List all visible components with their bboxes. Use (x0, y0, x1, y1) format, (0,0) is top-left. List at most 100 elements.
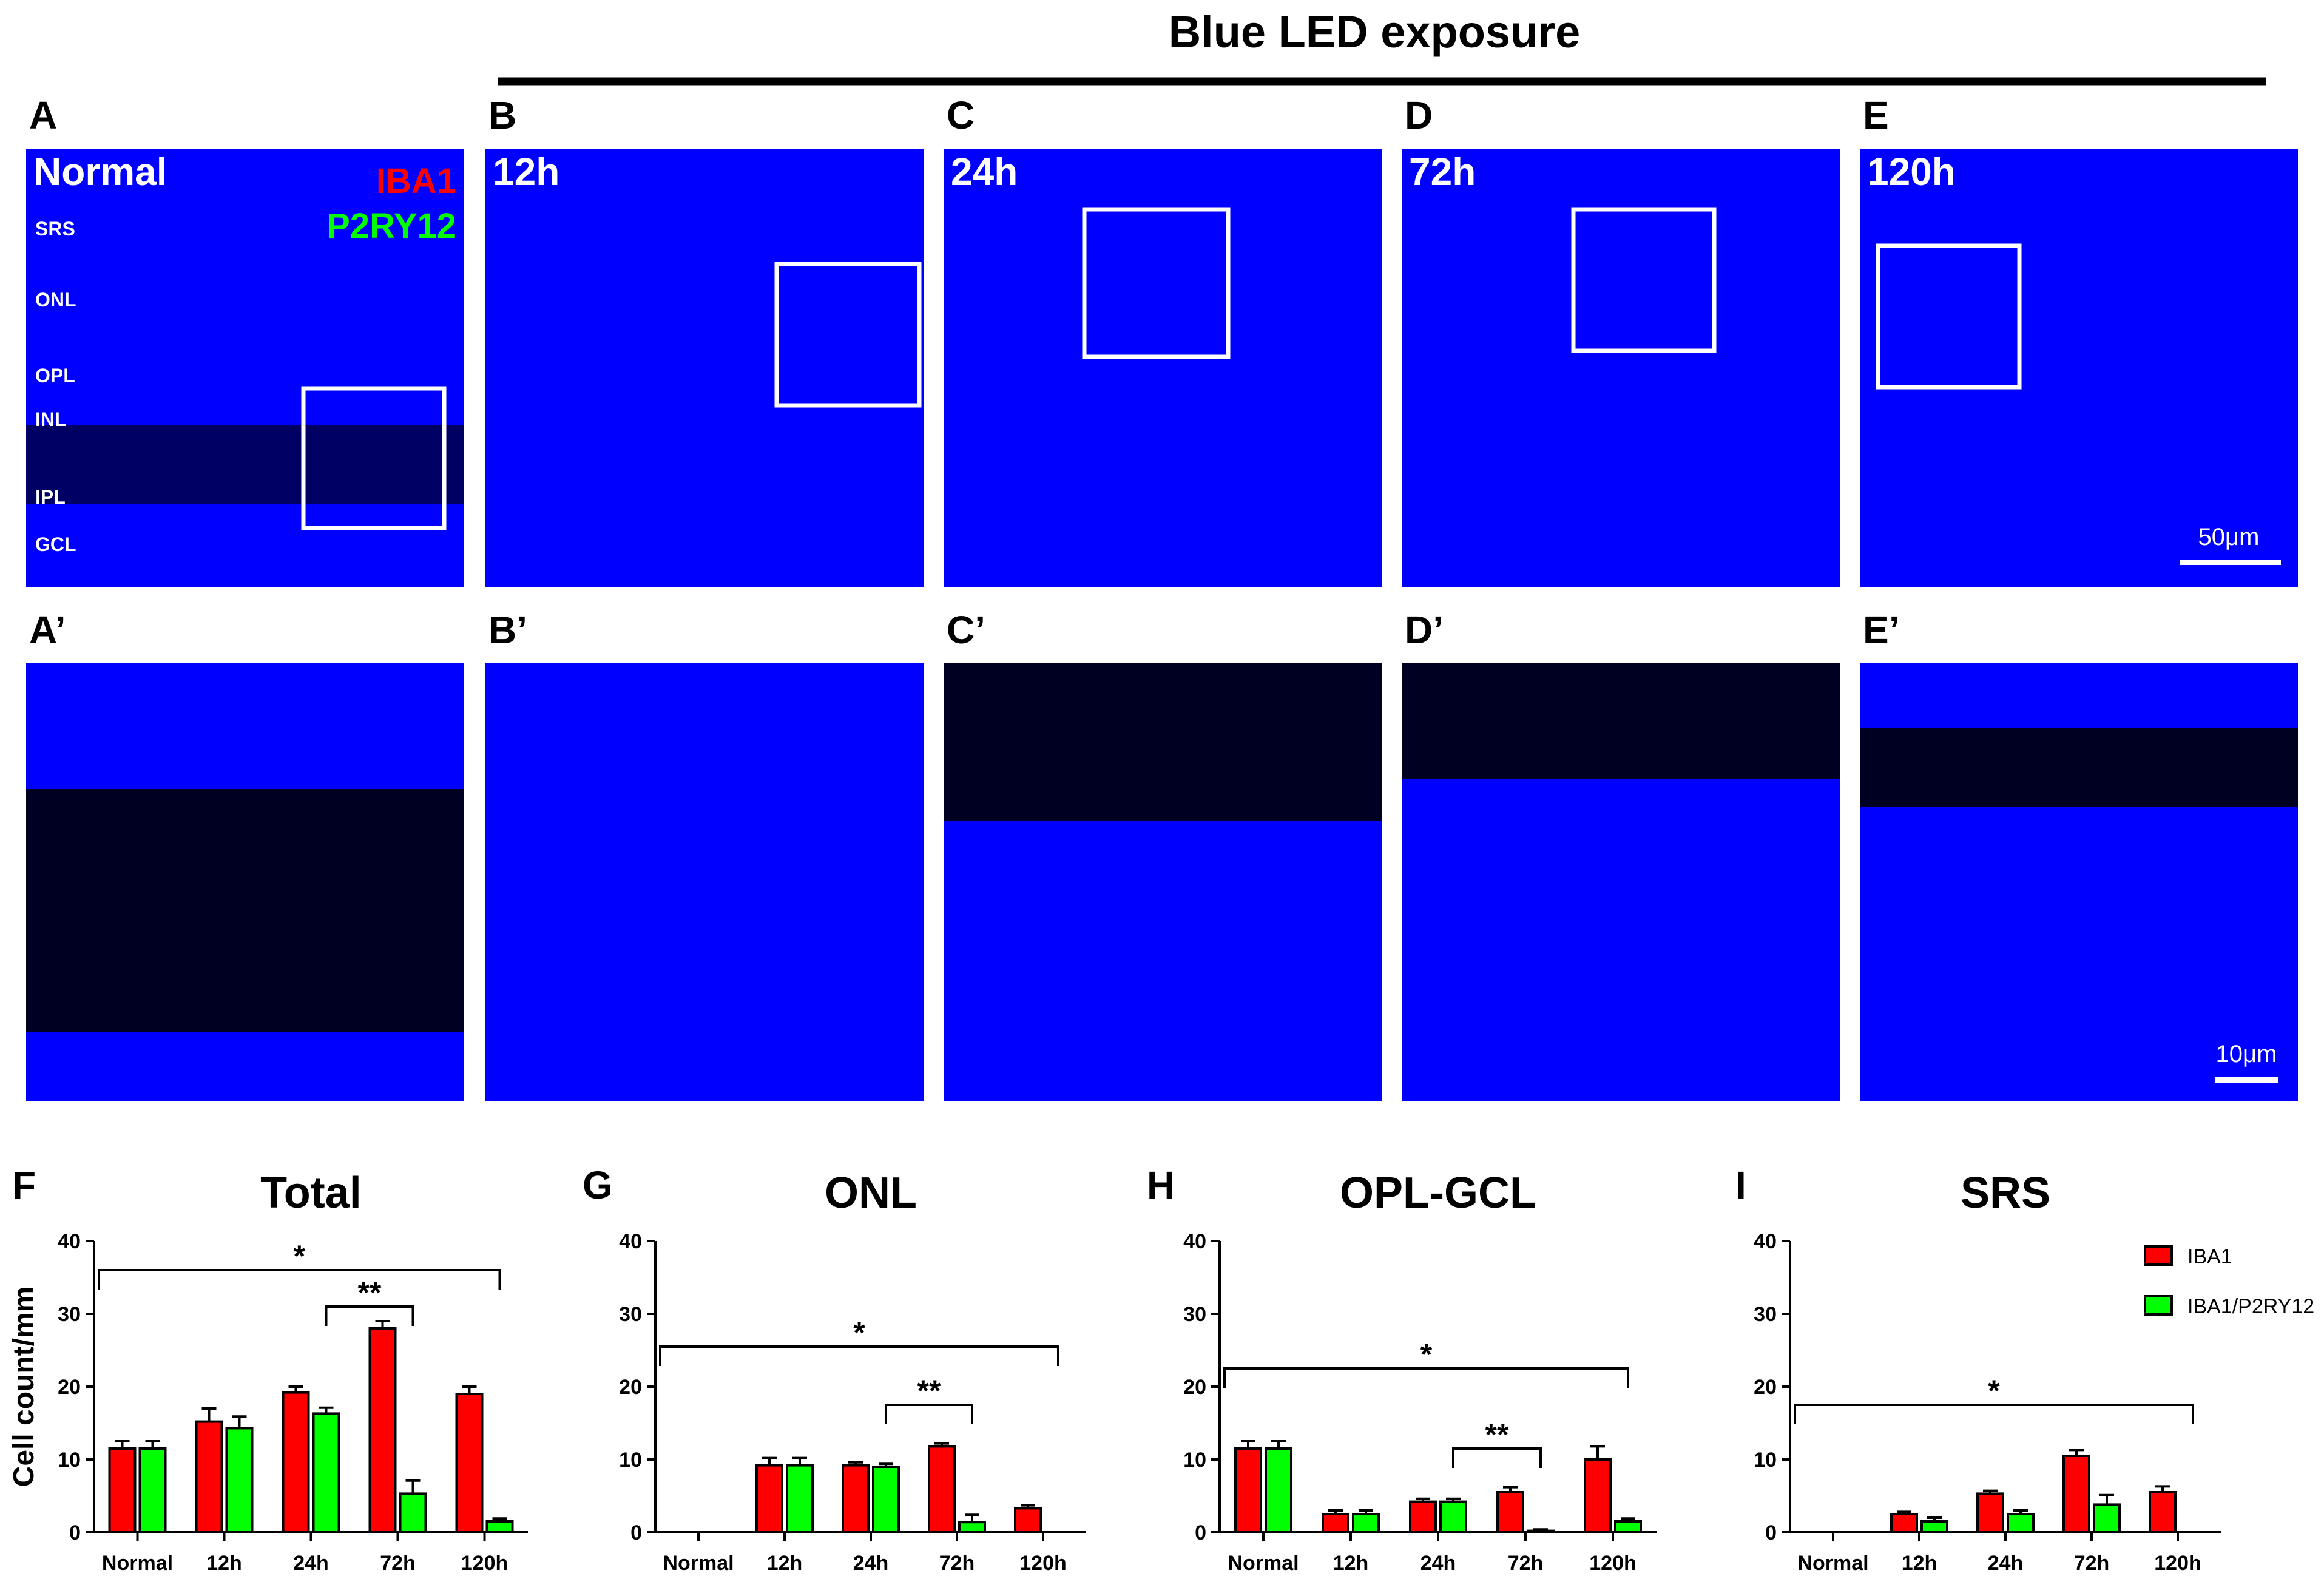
significance-bracket (659, 1345, 1059, 1366)
x-tick-label: Normal (1228, 1552, 1299, 1575)
iba1-p2ry12-bar (1527, 1529, 1555, 1534)
x-tick-label: 24h (1988, 1552, 2024, 1575)
panel-letter-a: A (29, 93, 57, 137)
chart-title: SRS (1961, 1169, 2050, 1217)
x-tick-label: 12h (1902, 1552, 1937, 1575)
layer-label-gcl: GCL (35, 533, 76, 555)
panel-letter: H (1147, 1163, 1175, 1207)
x-tick-label: 120h (1019, 1552, 1067, 1575)
x-tick-label: 120h (2154, 1552, 2201, 1575)
significance-label: * (1988, 1374, 2000, 1408)
chart-title: Total (260, 1169, 362, 1217)
micrograph-b (485, 149, 924, 587)
x-tick-label: 72h (2074, 1552, 2110, 1575)
iba1-bar (1584, 1458, 1612, 1533)
panel-letter-b: B (488, 93, 516, 137)
ipl-band-a-zoom (26, 789, 464, 1032)
micrograph-b-zoom (485, 663, 924, 1101)
iba1-bar (842, 1464, 870, 1534)
scale-bar-label-zoom: 10μm (2216, 1041, 2277, 1067)
panel-letter: G (583, 1163, 613, 1207)
bar-charts: F Total 0 10 20 30 40 Cell count/mm Normal 12h 24h… (8, 1163, 2314, 1575)
panel-letter: I (1735, 1163, 1746, 1207)
iba1-legend: IBA1 (376, 161, 456, 201)
y-tick-label: 30 (619, 1303, 642, 1326)
iba1-p2ry12-bar (485, 1520, 514, 1533)
x-tick-label: Normal (1797, 1552, 1868, 1575)
x-tick-label: 24h (1420, 1552, 1456, 1575)
layer-label-opl: OPL (35, 365, 75, 387)
iba1-p2ry12-bar (1265, 1447, 1292, 1533)
chart-title: ONL (825, 1169, 917, 1217)
panel-c-zoom: C’ (944, 608, 1382, 1101)
y-tick-label: 20 (58, 1376, 81, 1399)
micrograph-e (1860, 149, 2298, 587)
panel-d: D 72h (1402, 93, 1840, 587)
legend-swatch (2144, 1295, 2173, 1316)
significance-bracket (1452, 1447, 1542, 1468)
iba1-bar (928, 1445, 956, 1533)
x-tick-label: 72h (380, 1552, 416, 1575)
iba1-p2ry12-bar (872, 1466, 900, 1533)
x-tick-label: 120h (461, 1552, 508, 1575)
dark-band-d-zoom (1402, 663, 1840, 779)
y-tick-label: 20 (619, 1376, 642, 1399)
micrograph-d (1402, 149, 1840, 587)
x-tick-label: 72h (939, 1552, 975, 1575)
y-tick-label: 10 (1754, 1449, 1777, 1472)
x-tick-label: Normal (102, 1552, 173, 1575)
significance-label: * (853, 1316, 865, 1350)
y-tick-label: 20 (1754, 1376, 1777, 1399)
panel-letter-c-prime: C’ (947, 608, 985, 652)
iba1-bar (2062, 1455, 2090, 1533)
condition-label-d: 72h (1409, 150, 1476, 194)
layer-label-ipl: IPL (35, 486, 66, 508)
y-tick-label: 0 (1195, 1521, 1206, 1544)
panel-letter-e: E (1863, 93, 1889, 137)
x-tick-label: 120h (1589, 1552, 1637, 1575)
layer-label-onl: ONL (35, 289, 76, 311)
significance-bracket (325, 1305, 414, 1326)
zoom-box-e (1876, 243, 2022, 390)
iba1-p2ry12-bar (958, 1521, 986, 1533)
iba1-bar (1890, 1513, 1918, 1533)
iba1-bar (1976, 1492, 2004, 1533)
scale-bar-label-top: 50μm (2198, 524, 2260, 550)
panel-letter-b-prime: B’ (488, 608, 527, 652)
scale-bar-top (2180, 560, 2281, 565)
significance-bracket (1794, 1404, 2194, 1424)
iba1-bar (282, 1391, 310, 1534)
y-tick-label: 10 (58, 1449, 81, 1472)
y-tick-label: 20 (1183, 1376, 1206, 1399)
dark-band-e-zoom (1860, 728, 2298, 807)
p2ry12-legend: P2RY12 (326, 206, 456, 246)
panel-letter-d: D (1405, 93, 1433, 137)
iba1-bar (1014, 1507, 1042, 1533)
iba1-p2ry12-bar (399, 1492, 427, 1533)
panel-b: B 12h (485, 93, 924, 587)
x-tick-label: 12h (206, 1552, 242, 1575)
iba1-p2ry12-bar (1614, 1520, 1642, 1533)
panel-letter-e-prime: E’ (1863, 608, 1899, 652)
chart-i: I SRS 0 10 20 30 40 Normal 12h 24h 72h 120h * IBA1 IBA… (1735, 1163, 2314, 1575)
y-tick-label: 10 (619, 1449, 642, 1472)
x-tick-label: 72h (1508, 1552, 1544, 1575)
iba1-p2ry12-bar (312, 1412, 340, 1533)
panel-e: E 120h 50μm (1860, 93, 2298, 587)
iba1-bar (108, 1447, 137, 1533)
iba1-bar (1409, 1500, 1437, 1534)
significance-bracket (885, 1404, 973, 1424)
legend-swatch (2144, 1245, 2173, 1266)
panel-letter: F (12, 1163, 36, 1207)
significance-label: * (1420, 1337, 1433, 1371)
figure-title: Blue LED exposure (1169, 7, 1581, 57)
iba1-bar (368, 1327, 397, 1533)
panel-c: C 24h (944, 93, 1382, 587)
iba1-p2ry12-bar (1439, 1500, 1467, 1534)
significance-label: ** (358, 1276, 382, 1310)
iba1-bar (1234, 1447, 1262, 1533)
iba1-p2ry12-bar (1920, 1520, 1948, 1533)
